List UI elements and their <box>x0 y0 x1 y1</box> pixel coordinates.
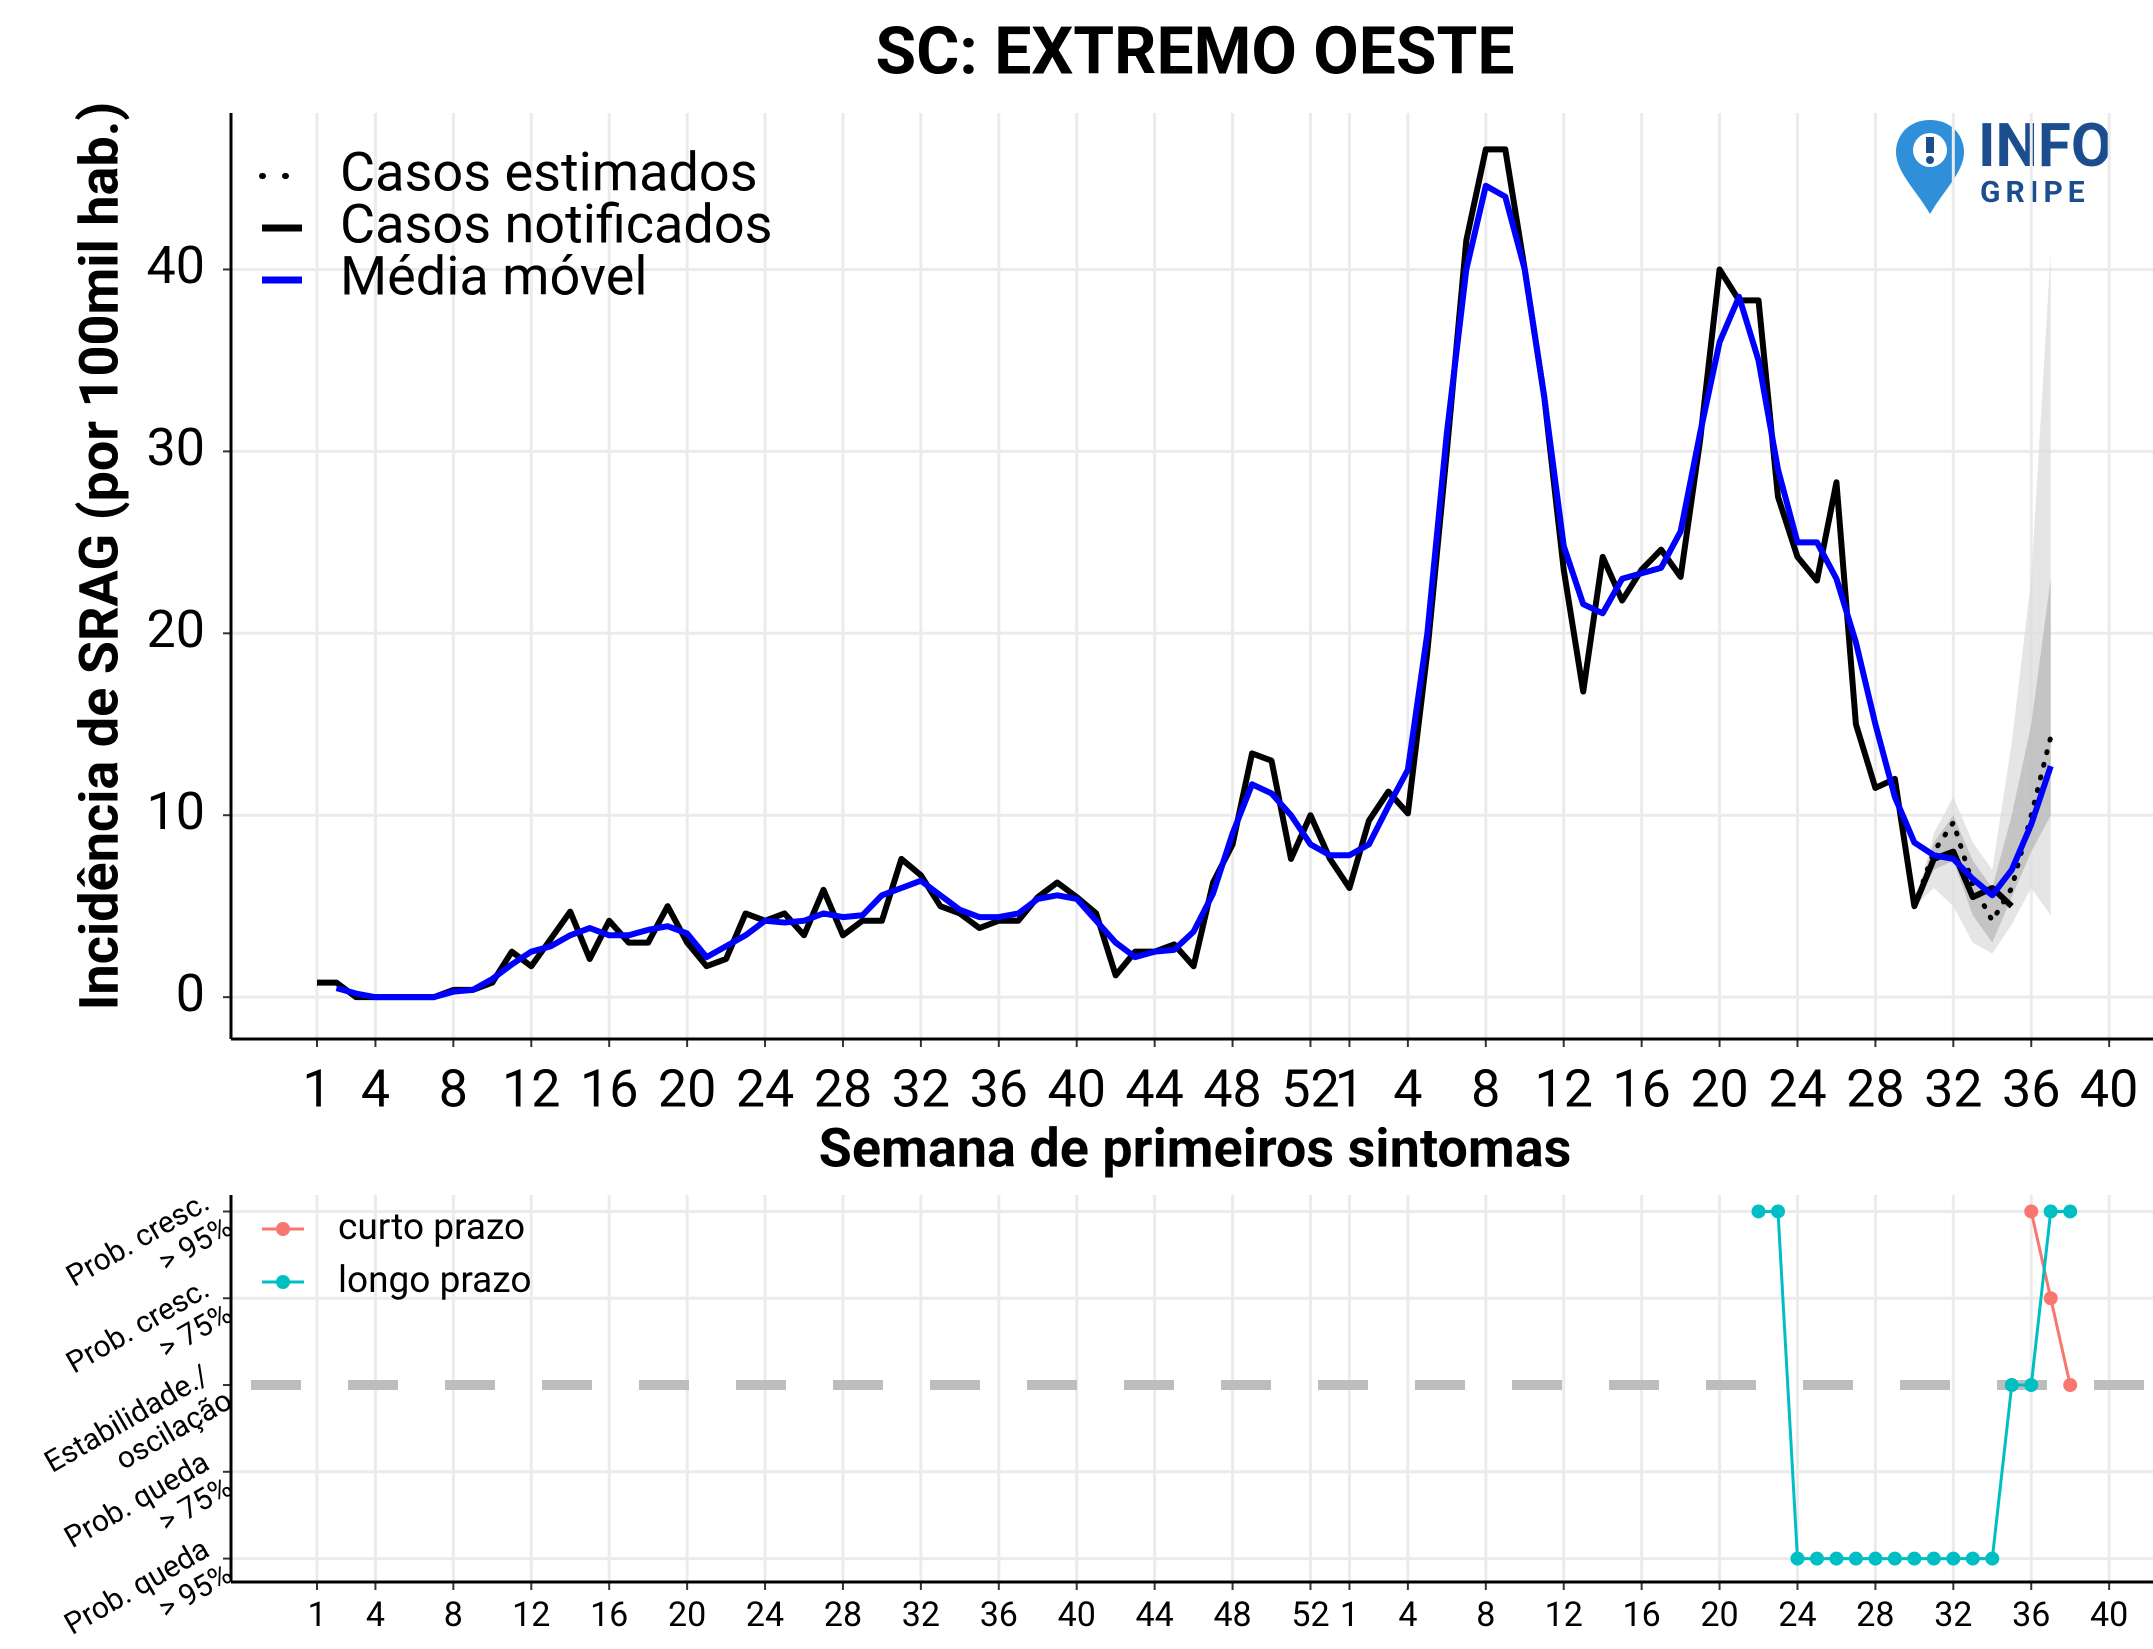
x-tick-label: 16 <box>590 1595 628 1635</box>
point <box>2024 1204 2039 1219</box>
x-tick-label: 1 <box>1335 1059 1364 1120</box>
x-tick-label: 24 <box>1768 1059 1826 1120</box>
x-tick-label: 8 <box>439 1059 468 1120</box>
y-tick-label: 30 <box>147 417 205 478</box>
x-tick-label: 36 <box>2002 1059 2060 1120</box>
x-tick-label: 32 <box>1934 1595 1972 1635</box>
point <box>1829 1551 1844 1566</box>
series-line <box>335 182 2054 1001</box>
point <box>2063 1204 2078 1219</box>
x-tick-label: 4 <box>1393 1059 1422 1120</box>
y-tick-label: 40 <box>147 235 205 296</box>
x-tick-label: 12 <box>1534 1059 1592 1120</box>
x-tick-label: 40 <box>1047 1059 1105 1120</box>
x-tick-label: 40 <box>2090 1595 2128 1635</box>
x-tick-label: 28 <box>824 1595 862 1635</box>
point <box>1771 1204 1785 1219</box>
y-tick-label: 0 <box>176 963 205 1024</box>
x-tick-label: 1 <box>1340 1595 1359 1635</box>
x-tick-label: 20 <box>658 1059 716 1120</box>
logo-mark <box>1926 156 1934 164</box>
x-tick-label: 52 <box>1291 1595 1329 1635</box>
x-tick-label: 1 <box>307 1595 326 1635</box>
point <box>1790 1551 1805 1566</box>
legend-key <box>276 1222 290 1236</box>
point <box>1946 1551 1961 1566</box>
legend-label: curto prazo <box>338 1206 525 1249</box>
point <box>1751 1204 1766 1219</box>
x-tick-label: 40 <box>2080 1059 2138 1120</box>
logo-mark <box>1926 137 1934 153</box>
x-tick-label: 24 <box>746 1595 784 1635</box>
point <box>2043 1204 2058 1219</box>
y-tick-label: 20 <box>147 599 205 660</box>
x-tick-label: 48 <box>1203 1059 1261 1120</box>
legend-label: Média móvel <box>340 245 647 308</box>
legend-label: Casos notificados <box>340 193 773 256</box>
x-tick-label: 40 <box>1058 1595 1096 1635</box>
legend-key <box>276 1275 290 1289</box>
x-tick-label: 32 <box>892 1059 950 1120</box>
point <box>1907 1551 1922 1566</box>
point <box>2063 1378 2078 1393</box>
point <box>1985 1551 2000 1566</box>
x-tick-label: 1 <box>302 1059 331 1120</box>
x-tick-label: 20 <box>668 1595 706 1635</box>
x-axis-label: Semana de primeiros sintomas <box>819 1117 1572 1180</box>
logo-text: GRIPE <box>1980 175 2090 210</box>
x-tick-label: 48 <box>1213 1595 1251 1635</box>
point <box>2043 1291 2058 1306</box>
x-tick-label: 16 <box>1612 1059 1670 1120</box>
x-tick-label: 4 <box>366 1595 385 1635</box>
x-tick-label: 20 <box>1700 1595 1738 1635</box>
logo-text: INFO <box>1978 110 2112 181</box>
grid <box>231 113 2153 1039</box>
point <box>2024 1378 2039 1393</box>
legend-label: Casos estimados <box>340 141 758 204</box>
y-tick-label: 10 <box>147 781 205 842</box>
x-tick-label: 28 <box>814 1059 872 1120</box>
x-tick-label: 36 <box>970 1059 1028 1120</box>
x-tick-label: 4 <box>361 1059 390 1120</box>
point <box>1965 1551 1980 1566</box>
x-tick-label: 8 <box>1476 1595 1495 1635</box>
x-tick-label: 8 <box>1471 1059 1500 1120</box>
x-tick-label: 36 <box>980 1595 1018 1635</box>
x-tick-label: 36 <box>2012 1595 2050 1635</box>
chart-title: SC: EXTREMO OESTE <box>875 13 1514 90</box>
y-axis-label: Incidência de SRAG (por 100mil hab.) <box>68 102 131 1011</box>
x-tick-label: 8 <box>444 1595 463 1635</box>
x-tick-label: 44 <box>1125 1059 1183 1120</box>
x-tick-label: 12 <box>1545 1595 1583 1635</box>
legend-label: longo prazo <box>338 1259 531 1302</box>
x-tick-label: 16 <box>580 1059 638 1120</box>
x-tick-label: 16 <box>1623 1595 1661 1635</box>
x-tick-label: 20 <box>1690 1059 1748 1120</box>
x-tick-label: 44 <box>1136 1595 1174 1635</box>
point <box>1848 1551 1863 1566</box>
x-tick-label: 24 <box>736 1059 794 1120</box>
point <box>1887 1551 1902 1566</box>
x-tick-label: 24 <box>1778 1595 1816 1635</box>
point <box>1926 1551 1941 1566</box>
x-tick-label: 28 <box>1856 1595 1894 1635</box>
x-tick-label: 52 <box>1281 1059 1339 1120</box>
x-tick-label: 12 <box>502 1059 560 1120</box>
point <box>1809 1551 1824 1566</box>
point <box>1868 1551 1883 1566</box>
x-tick-label: 4 <box>1398 1595 1417 1635</box>
x-tick-label: 32 <box>1924 1059 1982 1120</box>
x-tick-label: 28 <box>1846 1059 1904 1120</box>
logo: INFO GRIPE <box>1896 110 2112 214</box>
x-tick-label: 12 <box>512 1595 550 1635</box>
x-tick-label: 32 <box>902 1595 940 1635</box>
point <box>2004 1378 2019 1393</box>
confidence-band <box>1914 251 2051 954</box>
